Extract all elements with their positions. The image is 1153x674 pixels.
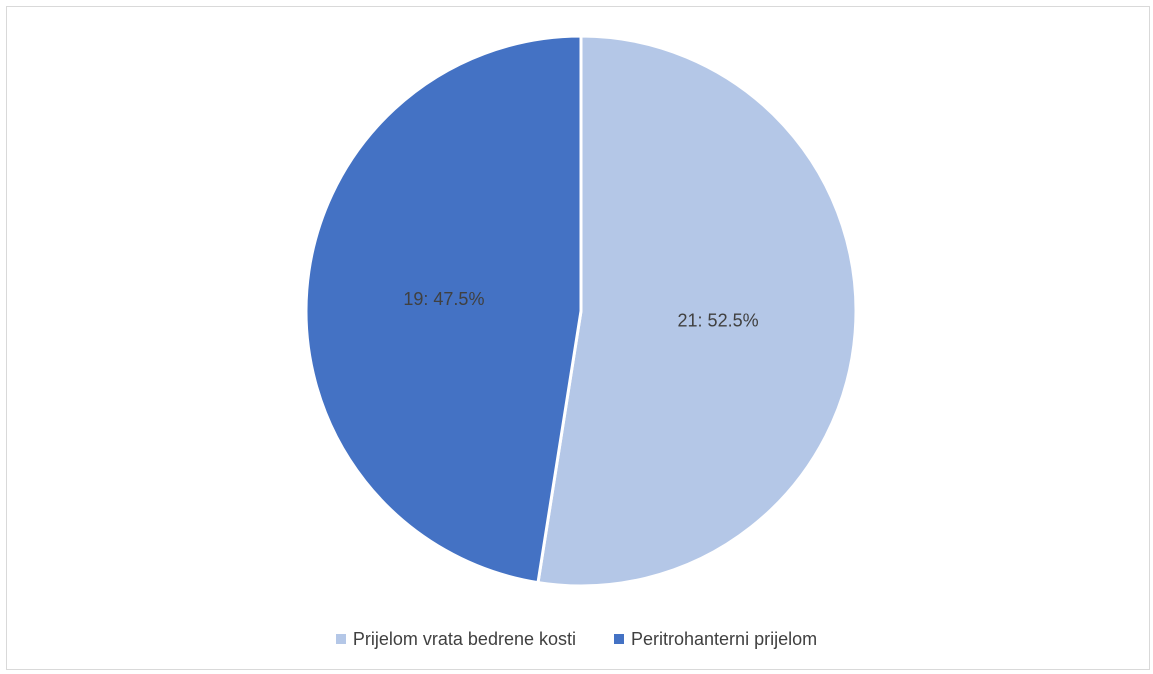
pie-slices	[304, 34, 858, 588]
legend-item-prijelom-vrata: Prijelom vrata bedrene kosti	[335, 628, 576, 650]
pie-data-label-0: 21: 52.5%	[678, 311, 759, 331]
legend: Prijelom vrata bedrene kosti Peritrohant…	[0, 625, 1153, 653]
pie-slice-0	[536, 34, 858, 588]
pie-data-label-1: 19: 47.5%	[403, 289, 484, 309]
pie-slice-1	[304, 34, 583, 585]
legend-label: Peritrohanterni prijelom	[631, 628, 818, 649]
legend-swatch-icon	[335, 634, 346, 644]
pie-data-labels: 21: 52.5% 19: 47.5%	[403, 289, 758, 331]
legend-swatch-icon	[614, 634, 624, 644]
legend-item-peritrohanterni: Peritrohanterni prijelom	[614, 629, 817, 650]
legend-label: Prijelom vrata bedrene kosti	[352, 628, 576, 649]
